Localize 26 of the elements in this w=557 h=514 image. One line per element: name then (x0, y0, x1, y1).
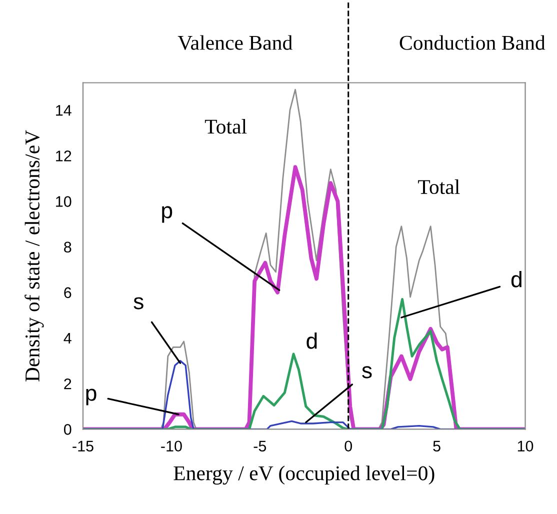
y-tick-label: 14 (56, 105, 72, 116)
y-tick-label: 2 (64, 378, 72, 390)
annotation: p (162, 206, 172, 223)
annotation: d (306, 332, 317, 349)
y-tick-label: 8 (64, 242, 72, 253)
text: Valence Band (178, 35, 292, 50)
y-tick-label: 4 (64, 333, 72, 344)
x-tick-label: 0 (344, 440, 352, 452)
x-tick-label: 10 (518, 440, 534, 452)
annotation: Total (204, 119, 247, 134)
x-tick-label: 5 (433, 440, 440, 452)
annotation: Total (418, 179, 460, 194)
annotation: d (511, 271, 522, 288)
annotation: s (134, 297, 144, 310)
text: Conduction Band (400, 35, 546, 50)
y-tick-label: 6 (64, 287, 72, 298)
y-tick-label: 10 (56, 196, 72, 207)
annotation: s (362, 366, 372, 378)
x-tick-label: -15 (72, 440, 94, 452)
y-axis-title: Density of state / electrons/eV (24, 130, 44, 382)
x-tick-label: -10 (161, 440, 182, 452)
annotation: p (86, 388, 96, 406)
x-tick-label: -5 (254, 440, 266, 452)
x-axis-title: Energy / eV (occupied level=0) (174, 466, 434, 485)
y-tick-label: 0 (64, 424, 72, 435)
y-tick-label: 12 (56, 150, 72, 162)
